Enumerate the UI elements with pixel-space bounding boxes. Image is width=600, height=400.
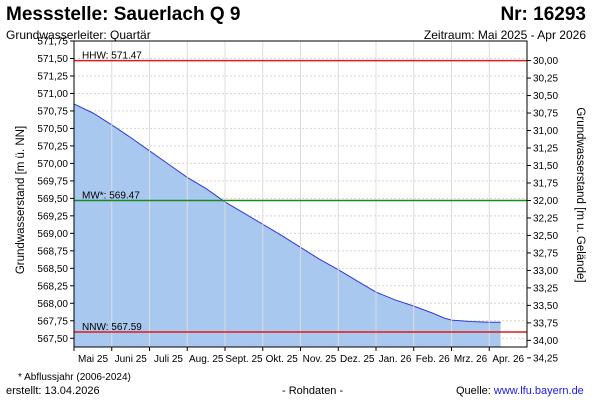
y-right-tick-label: 31,00 <box>533 126 558 137</box>
left-axis-ticks: 571,75 571,50 571,25 571,00 570,75 570,50 570,… <box>37 37 74 345</box>
y-tick-label: 570,50 <box>37 124 68 135</box>
y-tick-label: 571,50 <box>37 54 68 65</box>
y-tick-label: 568,25 <box>37 281 68 292</box>
station-number: Nr: 16293 <box>500 4 586 25</box>
x-tick-label: Aug. 25 <box>189 354 224 365</box>
x-tick-label: Feb. 26 <box>416 354 450 365</box>
y-tick-label: 568,00 <box>37 299 68 310</box>
station-title: Messstelle: Sauerlach Q 9 <box>6 4 241 25</box>
y-right-tick-label: 30,00 <box>533 56 558 67</box>
x-tick-label: Dez. 25 <box>340 354 375 365</box>
y-right-tick-label: 32,00 <box>533 196 558 207</box>
y-right-tick-label: 34,25 <box>533 353 558 364</box>
x-tick-label: Juni 25 <box>115 354 148 365</box>
created-date: erstellt: 13.04.2026 <box>6 385 100 397</box>
y-tick-label: 567,50 <box>37 334 68 345</box>
right-axis-ticks: 30,00 30,25 30,50 30,75 31,00 31,25 31,50 31,75… <box>527 56 558 364</box>
x-tick-label: Sept. 25 <box>225 354 263 365</box>
y-right-tick-label: 33,25 <box>533 283 558 294</box>
y-tick-label: 570,25 <box>37 141 68 152</box>
x-tick-label: Jan. 26 <box>379 354 412 365</box>
y-axis-label-right: Grundwasserstand [m u. Gelände] <box>574 107 586 282</box>
x-tick-label: Juli 25 <box>154 354 183 365</box>
x-tick-label: Okt. 25 <box>266 354 299 365</box>
y-right-tick-label: 33,75 <box>533 318 558 329</box>
y-right-tick-label: 33,50 <box>533 301 558 312</box>
y-right-tick-label: 33,00 <box>533 266 558 277</box>
y-right-tick-label: 31,50 <box>533 161 558 172</box>
y-tick-label: 571,75 <box>37 37 68 48</box>
x-tick-label: Mrz. 26 <box>454 354 488 365</box>
x-tick-label: Apr. 26 <box>492 354 524 365</box>
y-tick-label: 569,25 <box>37 211 68 222</box>
y-right-tick-label: 32,75 <box>533 248 558 259</box>
source-link[interactable]: www.lfu.bayern.de <box>493 385 584 397</box>
y-right-tick-label: 32,25 <box>533 213 558 224</box>
reference-line-label: NNW: 567.59 <box>82 322 142 333</box>
y-right-tick-label: 32,50 <box>533 231 558 242</box>
source: Quelle: www.lfu.bayern.de <box>456 385 584 397</box>
y-tick-label: 567,75 <box>37 316 68 327</box>
x-tick-label: Nov. 25 <box>303 354 337 365</box>
y-tick-label: 569,50 <box>37 194 68 205</box>
y-right-tick-label: 30,25 <box>533 74 558 85</box>
y-right-tick-label: 34,00 <box>533 336 558 347</box>
y-tick-label: 571,00 <box>37 89 68 100</box>
y-tick-label: 568,50 <box>37 264 68 275</box>
raw-data-note: - Rohdaten - <box>282 385 344 397</box>
time-period: Zeitraum: Mai 2025 - Apr 2026 <box>423 28 586 42</box>
aquifer-subtitle: Grundwasserleiter: Quartär <box>6 28 151 42</box>
source-label: Quelle: <box>456 385 494 397</box>
y-axis-label-left: Grundwasserstand [m ü. NN] <box>15 126 27 274</box>
footnote: * Abflussjahr (2006-2024) <box>18 372 131 383</box>
reference-lines: HHW: 571.47 MW*: 569.47 NNW: 567.59 <box>74 41 527 347</box>
y-right-tick-label: 30,75 <box>533 109 558 120</box>
y-tick-label: 571,25 <box>37 71 68 82</box>
y-tick-label: 569,75 <box>37 176 68 187</box>
water-level-area <box>74 103 501 348</box>
reference-line-label: HHW: 571.47 <box>82 51 142 62</box>
y-tick-label: 569,00 <box>37 229 68 240</box>
reference-line-label: MW*: 569.47 <box>82 190 140 201</box>
y-tick-label: 570,75 <box>37 106 68 117</box>
x-axis-ticks: Mai 25 Juni 25 Juli 25 Aug. 25 Sept. 25 Okt. … <box>73 347 525 365</box>
x-tick-label: Mai 25 <box>78 354 108 365</box>
y-right-tick-label: 31,25 <box>533 144 558 155</box>
y-tick-label: 568,75 <box>37 246 68 257</box>
y-tick-label: 570,00 <box>37 159 68 170</box>
y-right-tick-label: 30,50 <box>533 91 558 102</box>
y-right-tick-label: 31,75 <box>533 178 558 189</box>
